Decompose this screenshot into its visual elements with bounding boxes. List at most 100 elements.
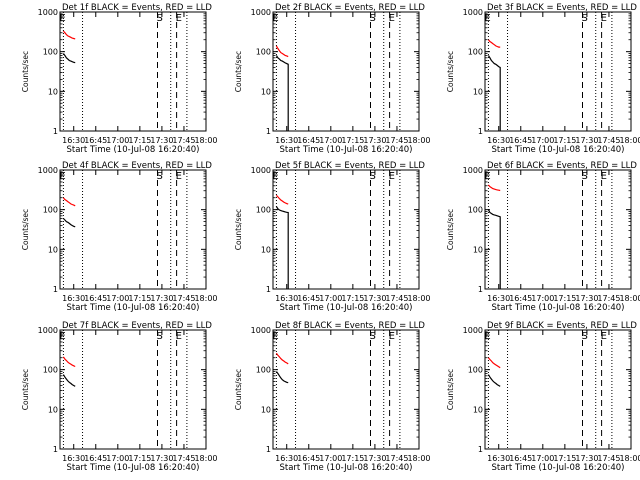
- lld-series-line: [62, 30, 76, 40]
- y-tick-label: 1000: [38, 166, 58, 175]
- x-tick-label: 17:00: [319, 454, 342, 463]
- y-tick-label: 1: [478, 127, 483, 136]
- marker-label-e: E: [484, 171, 490, 182]
- panel-title: Det 9f BLACK = Events, RED = LLD: [487, 321, 637, 331]
- x-tick-label: 17:15: [128, 136, 151, 145]
- x-tick-label: 16:45: [84, 294, 107, 303]
- marker-label-s: S: [156, 171, 162, 182]
- events-series-line: [62, 374, 76, 387]
- lld-series-line: [487, 39, 501, 48]
- x-tick-label: 17:45: [597, 454, 620, 463]
- y-tick-label: 1000: [463, 326, 483, 335]
- x-tick-label: 18:00: [619, 294, 640, 303]
- y-axis-label: Counts/sec: [21, 51, 30, 92]
- x-tick-label: 17:30: [150, 454, 173, 463]
- panel-title: Det 3f BLACK = Events, RED = LLD: [487, 3, 637, 13]
- x-tick-label: 17:30: [150, 294, 173, 303]
- events-series-line: [62, 218, 76, 228]
- marker-label-s: S: [581, 13, 587, 24]
- x-tick-label: 17:30: [363, 136, 386, 145]
- x-tick-label: 16:45: [297, 294, 320, 303]
- y-tick-label: 100: [43, 366, 58, 375]
- panel-title: Det 4f BLACK = Events, RED = LLD: [62, 161, 212, 171]
- x-tick-label: 17:00: [319, 136, 342, 145]
- marker-label-e: E: [389, 171, 395, 182]
- panel-title: Det 1f BLACK = Events, RED = LLD: [62, 3, 212, 13]
- x-tick-label: 17:30: [363, 454, 386, 463]
- marker-label-e: E: [484, 13, 490, 24]
- marker-label-s: S: [156, 13, 162, 24]
- events-series-line: [275, 55, 289, 131]
- y-axis-label: Counts/sec: [446, 51, 455, 92]
- x-tick-label: 17:30: [363, 294, 386, 303]
- lld-series-line: [62, 356, 76, 368]
- x-tick-label: 16:30: [487, 294, 510, 303]
- y-tick-label: 1: [266, 127, 271, 136]
- x-axis-label: Start Time (10-Jul-08 16:20:40): [67, 463, 200, 473]
- y-axis-label: Counts/sec: [234, 51, 243, 92]
- lld-series-line: [487, 184, 501, 192]
- x-tick-label: 16:30: [62, 294, 85, 303]
- x-tick-label: 17:00: [106, 294, 129, 303]
- marker-label-e: E: [59, 331, 65, 342]
- x-tick-label: 16:45: [509, 454, 532, 463]
- plot-frame: [59, 169, 207, 290]
- y-tick-label: 1: [53, 445, 58, 454]
- panel-title: Det 5f BLACK = Events, RED = LLD: [275, 161, 425, 171]
- y-tick-label: 10: [261, 245, 271, 254]
- plot-frame: [272, 169, 420, 290]
- y-tick-label: 1: [266, 445, 271, 454]
- x-tick-label: 16:45: [84, 454, 107, 463]
- x-tick-label: 17:15: [128, 294, 151, 303]
- plot-frame: [484, 11, 632, 132]
- marker-label-e: E: [272, 13, 278, 24]
- x-tick-label: 17:45: [385, 454, 408, 463]
- x-axis-label: Start Time (10-Jul-08 16:20:40): [280, 303, 413, 313]
- x-tick-label: 17:00: [531, 294, 554, 303]
- y-tick-label: 1000: [38, 8, 58, 17]
- x-axis-label: Start Time (10-Jul-08 16:20:40): [492, 303, 625, 313]
- y-tick-label: 100: [43, 206, 58, 215]
- marker-label-e: E: [389, 13, 395, 24]
- marker-label-e: E: [176, 13, 182, 24]
- lld-series-line: [62, 197, 76, 207]
- y-tick-label: 10: [473, 405, 483, 414]
- marker-label-e: E: [59, 13, 65, 24]
- x-axis-label: Start Time (10-Jul-08 16:20:40): [67, 145, 200, 155]
- events-series-line: [275, 371, 289, 384]
- y-tick-label: 100: [256, 206, 271, 215]
- x-tick-label: 16:30: [275, 454, 298, 463]
- x-tick-label: 16:30: [487, 454, 510, 463]
- x-axis-label: Start Time (10-Jul-08 16:20:40): [492, 463, 625, 473]
- marker-label-e: E: [601, 331, 607, 342]
- y-tick-label: 1000: [251, 166, 271, 175]
- y-tick-label: 100: [256, 366, 271, 375]
- y-tick-label: 1000: [251, 326, 271, 335]
- x-tick-label: 17:45: [597, 136, 620, 145]
- x-tick-label: 17:15: [553, 454, 576, 463]
- marker-label-e: E: [601, 13, 607, 24]
- x-tick-label: 17:15: [128, 454, 151, 463]
- x-tick-label: 18:00: [407, 136, 430, 145]
- plot-frame: [272, 11, 420, 132]
- x-tick-label: 16:30: [62, 454, 85, 463]
- x-tick-label: 17:15: [553, 294, 576, 303]
- y-tick-label: 1000: [38, 326, 58, 335]
- marker-label-e: E: [59, 171, 65, 182]
- y-tick-label: 100: [43, 48, 58, 57]
- marker-label-s: S: [369, 13, 375, 24]
- marker-label-s: S: [369, 171, 375, 182]
- y-tick-label: 1: [53, 285, 58, 294]
- y-tick-label: 1: [266, 285, 271, 294]
- y-tick-label: 100: [468, 48, 483, 57]
- lld-series-line: [275, 194, 289, 205]
- y-axis-label: Counts/sec: [234, 369, 243, 410]
- marker-label-s: S: [369, 331, 375, 342]
- x-tick-label: 17:15: [341, 136, 364, 145]
